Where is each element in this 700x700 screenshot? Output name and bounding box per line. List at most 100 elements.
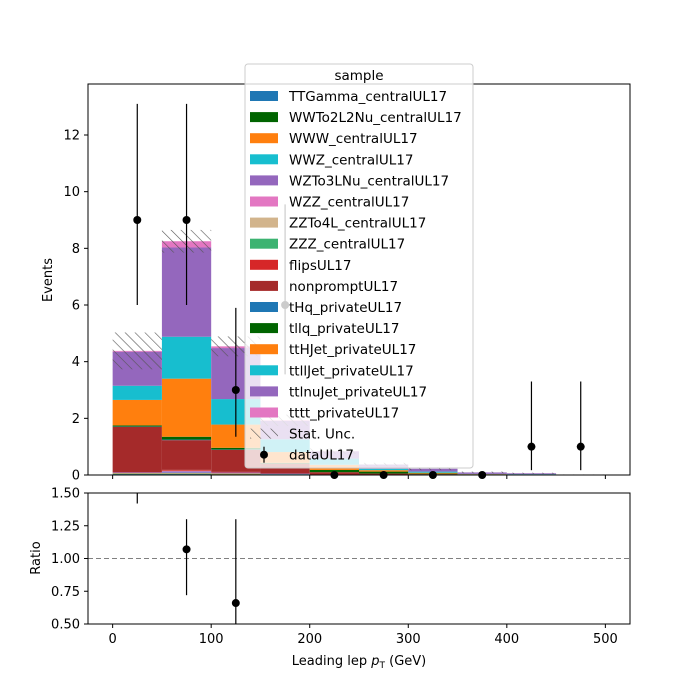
legend-swatch <box>250 259 278 270</box>
bar-segment <box>112 385 162 400</box>
y-tick-label: 4 <box>72 355 80 370</box>
legend-label: tttt_privateUL17 <box>289 406 399 422</box>
legend-label: WWW_centralUL17 <box>289 131 418 147</box>
legend-label: WWZ_centralUL17 <box>289 152 413 168</box>
y-tick-label: 2 <box>72 412 80 427</box>
stat-unc-band <box>506 472 557 474</box>
bar-segment <box>112 425 162 427</box>
main-x-ticks <box>112 475 606 479</box>
bar-segment <box>359 470 409 472</box>
ratio-y-tick-label: 1.25 <box>51 519 80 534</box>
bar-segment <box>161 440 212 470</box>
y-tick-label: 0 <box>72 469 80 484</box>
ratio-x-ticks: 0 100 200 300 400 500 <box>108 624 618 647</box>
bar-segment <box>211 447 261 450</box>
x-axis-label: Leading lep pT (GeV) <box>292 654 426 671</box>
bar-segment <box>359 468 409 471</box>
legend-swatch <box>250 302 278 312</box>
legend-label: flipsUL17 <box>289 258 351 274</box>
legend-label: dataUL17 <box>289 448 354 464</box>
ratio-y-axis-label: Ratio <box>29 541 44 574</box>
legend-swatch <box>250 175 278 186</box>
ratio-point <box>182 545 191 554</box>
bar-segment <box>112 472 162 474</box>
legend-label: WZTo3LNu_centralUL17 <box>289 173 449 189</box>
stat-unc-band <box>408 467 458 471</box>
ratio-y-ticks: 0.50 0.75 1.00 1.25 1.50 <box>51 487 88 633</box>
legend-marker <box>260 450 268 459</box>
legend-label: ttlnuJet_privateUL17 <box>289 384 427 400</box>
ratio-y-tick-label: 0.75 <box>51 585 80 600</box>
bar-segment <box>161 439 212 441</box>
data-point <box>576 442 585 451</box>
legend-swatch <box>250 365 278 376</box>
bar-segment <box>161 472 212 474</box>
legend-swatch <box>250 344 278 355</box>
legend-label: ZZZ_centralUL17 <box>289 237 405 253</box>
bar-segment <box>260 463 310 474</box>
x-tick-label: 400 <box>494 632 519 647</box>
ratio-point <box>231 599 240 608</box>
bar-segment <box>161 436 212 440</box>
legend-swatch <box>250 323 278 334</box>
bar-segment <box>161 471 212 473</box>
stat-unc-band <box>112 332 162 370</box>
legend-label: tllq_privateUL17 <box>289 321 399 337</box>
y-tick-label: 10 <box>63 185 80 200</box>
legend-label: ttllJet_privateUL17 <box>289 363 414 379</box>
bar-segment <box>161 473 212 474</box>
x-tick-label: 300 <box>396 632 421 647</box>
legend-swatch <box>250 154 278 165</box>
bar-segment <box>161 469 212 471</box>
legend-label: TTGamma_centralUL17 <box>288 89 447 105</box>
legend-swatch <box>250 407 278 418</box>
bar-segment <box>161 378 212 437</box>
x-tick-label: 500 <box>593 632 618 647</box>
data-point <box>182 216 191 224</box>
legend-swatch-hatch <box>250 428 278 439</box>
bar-segment <box>161 336 212 379</box>
legend-label: ttHJet_privateUL17 <box>289 342 416 358</box>
bar-segment <box>112 473 162 474</box>
legend-swatch <box>250 91 278 101</box>
data-point <box>133 216 142 224</box>
legend-swatch <box>250 238 278 249</box>
bar-segment <box>211 472 261 474</box>
legend-label: WWTo2L2Nu_centralUL17 <box>289 110 462 126</box>
bar-segment <box>112 426 162 473</box>
legend-swatch <box>250 217 278 228</box>
legend-label: WZZ_centralUL17 <box>289 195 409 211</box>
y-tick-label: 8 <box>72 242 80 257</box>
bar-segment <box>211 471 261 473</box>
ratio-y-tick-label: 1.00 <box>51 552 80 567</box>
legend-label: nonpromptUL17 <box>289 279 398 295</box>
main-y-ticks: 0 2 4 6 8 10 12 <box>63 129 88 484</box>
legend-swatch <box>250 133 278 144</box>
legend-swatch <box>250 112 278 123</box>
main-y-axis-label: Events <box>41 258 56 302</box>
ratio-y-tick-label: 0.50 <box>51 618 80 633</box>
legend-label: tHq_privateUL17 <box>289 300 402 316</box>
bar-segment <box>112 399 162 426</box>
bar-segment <box>211 473 261 475</box>
legend-swatch <box>250 196 278 207</box>
legend-label: Stat. Unc. <box>289 427 355 443</box>
ratio-y-tick-label: 1.50 <box>51 487 80 502</box>
legend-swatch <box>250 386 278 397</box>
bar-segment <box>260 473 310 475</box>
legend: sample TTGamma_centralUL17 WWTo2L2Nu_cent… <box>244 63 474 469</box>
data-point <box>231 386 240 394</box>
legend-title: sample <box>334 68 383 84</box>
ratio-points <box>136 493 240 624</box>
x-tick-label: 100 <box>199 632 224 647</box>
legend-box <box>244 63 474 469</box>
legend-swatch <box>250 280 278 291</box>
y-tick-label: 6 <box>72 299 80 314</box>
data-point <box>527 442 536 451</box>
x-tick-label: 200 <box>297 632 322 647</box>
ratio-panel: 0.50 0.75 1.00 1.25 1.50 0 100 200 300 400 500 Ra… <box>29 487 631 671</box>
legend-label: ZZTo4L_centralUL17 <box>289 216 426 232</box>
y-tick-label: 12 <box>63 129 80 144</box>
x-tick-label: 0 <box>108 632 116 647</box>
